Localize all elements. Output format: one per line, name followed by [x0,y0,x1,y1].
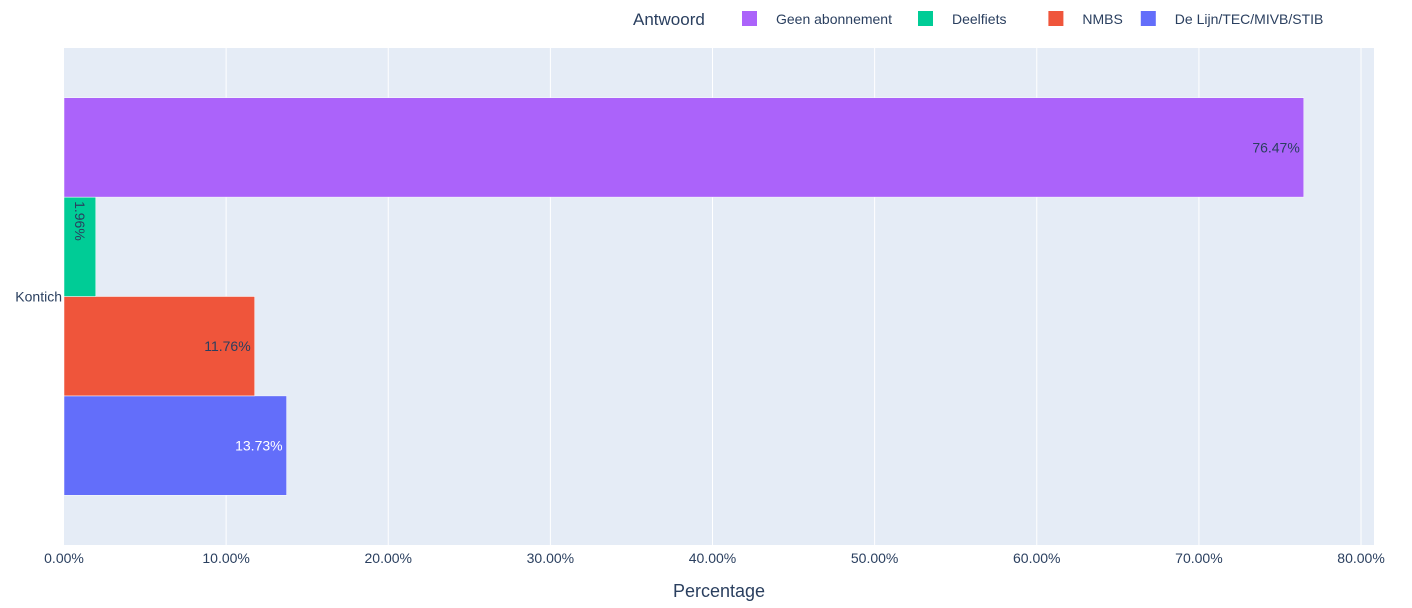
legend-item-label[interactable]: Geen abonnement [776,11,892,27]
x-tick-label: 0.00% [44,550,84,566]
legend-swatch [1048,11,1064,26]
data-labels: 13.73% 11.76% 1.96% 76.47% [72,139,1300,453]
legend-swatch [1140,11,1156,26]
bars [63,97,1305,496]
y-axis-ticks: Kontich [15,289,62,305]
x-axis-title: Percentage [673,581,765,601]
legend-swatch [742,11,757,26]
x-axis-ticks: 0.00% 10.00% 20.00% 30.00% 40.00% 50.00% 60.00… [44,550,1385,566]
x-tick-label: 50.00% [851,550,898,566]
x-tick-label: 70.00% [1175,550,1222,566]
data-label: 11.76% [204,338,250,354]
x-tick-label: 30.00% [527,550,574,566]
legend-item-label[interactable]: De Lijn/TEC/MIVB/STIB [1175,11,1324,27]
bar-de-lijn-tec-mivb-stib [63,395,287,496]
legend-swatch [918,11,933,26]
bar-geen-abonnement [63,97,1305,198]
x-tick-label: 40.00% [689,550,736,566]
legend-item-label[interactable]: Deelfiets [952,11,1006,27]
legend-title: Antwoord [633,10,705,29]
x-tick-label: 10.00% [202,550,249,566]
y-tick-label: Kontich [15,289,62,305]
bar-nmbs [63,296,255,397]
legend: Antwoord Geen abonnement Deelfiets NMBS De … [633,10,1323,29]
data-label: 13.73% [235,438,282,454]
x-tick-label: 60.00% [1013,550,1060,566]
data-label: 1.96% [72,201,88,241]
data-label: 76.47% [1252,139,1299,155]
x-tick-label: 80.00% [1337,550,1384,566]
x-tick-label: 20.00% [365,550,412,566]
legend-item-label[interactable]: NMBS [1082,11,1122,27]
bar-deelfiets [63,196,97,297]
